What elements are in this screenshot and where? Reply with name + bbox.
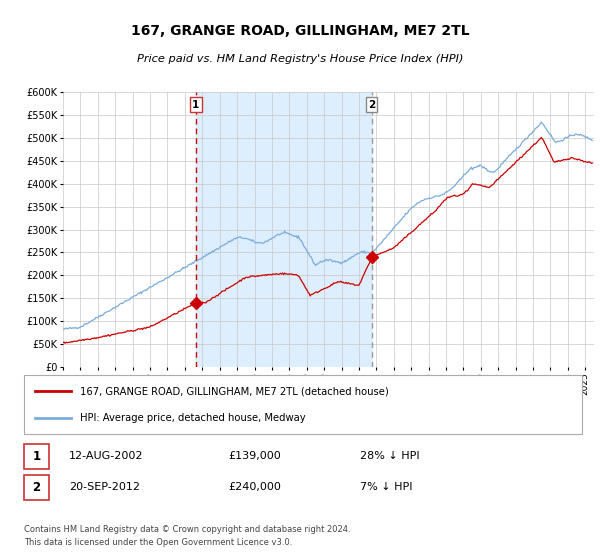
Text: 2: 2 — [32, 480, 41, 494]
Text: £240,000: £240,000 — [228, 482, 281, 492]
Text: 1: 1 — [32, 450, 41, 463]
Text: 2: 2 — [368, 100, 375, 110]
Text: 12-AUG-2002: 12-AUG-2002 — [69, 451, 143, 461]
Text: This data is licensed under the Open Government Licence v3.0.: This data is licensed under the Open Gov… — [24, 538, 292, 547]
Text: 28% ↓ HPI: 28% ↓ HPI — [360, 451, 419, 461]
Text: Contains HM Land Registry data © Crown copyright and database right 2024.: Contains HM Land Registry data © Crown c… — [24, 525, 350, 534]
Bar — [196, 92, 371, 367]
FancyBboxPatch shape — [24, 375, 582, 434]
Text: 7% ↓ HPI: 7% ↓ HPI — [360, 482, 413, 492]
Text: 1: 1 — [192, 100, 199, 110]
Text: 20-SEP-2012: 20-SEP-2012 — [69, 482, 140, 492]
Text: 167, GRANGE ROAD, GILLINGHAM, ME7 2TL: 167, GRANGE ROAD, GILLINGHAM, ME7 2TL — [131, 24, 469, 38]
Text: £139,000: £139,000 — [228, 451, 281, 461]
Text: Price paid vs. HM Land Registry's House Price Index (HPI): Price paid vs. HM Land Registry's House … — [137, 54, 463, 64]
Text: 167, GRANGE ROAD, GILLINGHAM, ME7 2TL (detached house): 167, GRANGE ROAD, GILLINGHAM, ME7 2TL (d… — [80, 386, 389, 396]
Text: HPI: Average price, detached house, Medway: HPI: Average price, detached house, Medw… — [80, 413, 305, 423]
